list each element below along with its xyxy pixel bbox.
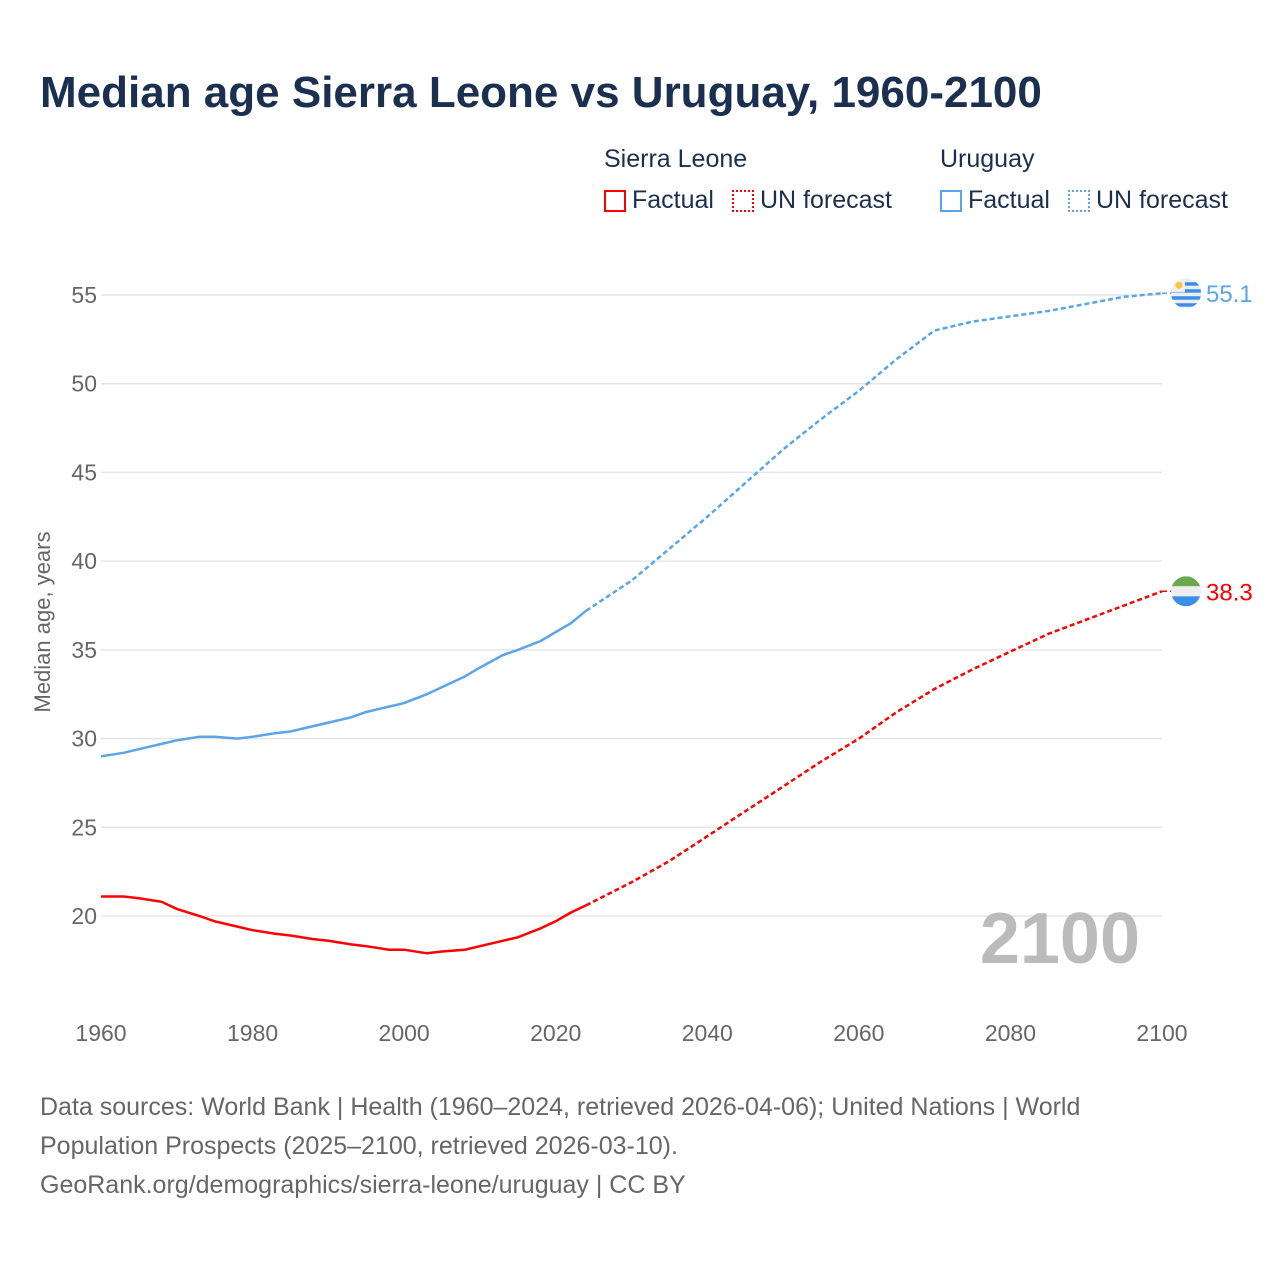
footer: Data sources: World Bank | Health (1960–… — [40, 1088, 1190, 1205]
sierra-leone-forecast-line — [585, 590, 1163, 907]
legend-item-uy-forecast[interactable]: UN forecast — [1067, 186, 1228, 215]
legend-label: UN forecast — [759, 186, 892, 214]
legend-swatch — [940, 189, 962, 212]
chart-title: Median age Sierra Leone vs Uruguay, 1960… — [40, 68, 1042, 117]
legend-item-uy-factual[interactable]: Factual — [940, 186, 1050, 215]
legend-group-uruguay: Uruguay — [940, 145, 1035, 173]
flag-stripe — [1171, 289, 1201, 293]
x-tick-label: 2060 — [833, 1020, 884, 1046]
y-tick-label: 50 — [71, 371, 97, 397]
y-axis-label: Median age, years — [30, 532, 55, 713]
legend-item-sl-factual[interactable]: Factual — [604, 186, 714, 215]
flag-body — [1171, 278, 1201, 309]
flag-body — [1171, 576, 1201, 607]
year-watermark: 2100 — [980, 899, 1140, 979]
y-tick-label: 45 — [71, 459, 97, 485]
y-tick-label: 35 — [71, 637, 97, 663]
sierra-leone-end-value: 38.3 — [1206, 579, 1253, 606]
legend-label: UN forecast — [1095, 186, 1228, 214]
x-tick-label: 2100 — [1136, 1020, 1187, 1046]
chart-plot: 20 25 30 35 40 45 50 55 1960 1980 2000 2020 2040 2060… — [30, 278, 1253, 1046]
legend-uruguay: Factual UN forecast — [940, 186, 1228, 215]
legend-swatch — [604, 189, 626, 212]
x-tick-label: 2000 — [379, 1020, 430, 1046]
x-tick-label: 1960 — [75, 1020, 126, 1046]
uruguay-end-value: 55.1 — [1206, 281, 1253, 308]
legend-label: Factual — [632, 186, 714, 214]
flag-stripe — [1171, 303, 1201, 307]
uruguay-forecast-line — [585, 291, 1163, 612]
y-tick-label: 40 — [71, 548, 97, 574]
flag-stripe — [1171, 576, 1201, 587]
x-tick-label: 1980 — [227, 1020, 278, 1046]
legend-swatch — [1067, 189, 1090, 212]
uruguay-flag-icon — [1171, 278, 1201, 309]
sun-icon — [1175, 281, 1183, 289]
uruguay-factual-line — [100, 609, 587, 758]
x-tick-label: 2020 — [530, 1020, 581, 1046]
sierra-leone-factual-line — [101, 895, 587, 955]
flag-stripe — [1171, 296, 1201, 300]
x-tick-label: 2040 — [682, 1020, 733, 1046]
sierra-leone-flag-icon — [1171, 576, 1201, 607]
legend-sierra-leone: Factual UN forecast — [604, 186, 892, 215]
source-link[interactable]: GeoRank.org/demographics/sierra-leone/ur… — [40, 1171, 686, 1199]
y-tick-label: 30 — [71, 726, 97, 752]
legend-swatch — [731, 189, 754, 212]
flag-stripe — [1171, 596, 1201, 607]
y-tick-label: 25 — [71, 814, 97, 840]
flag-stripe — [1171, 586, 1201, 597]
legend-item-sl-forecast[interactable]: UN forecast — [731, 186, 892, 215]
flag-stripe — [1171, 282, 1201, 286]
x-tick-label: 2080 — [985, 1020, 1036, 1046]
y-tick-label: 20 — [71, 903, 97, 929]
legend-group-sierra-leone: Sierra Leone — [604, 145, 748, 173]
legend-label: Factual — [968, 186, 1050, 214]
data-sources: Data sources: World Bank | Health (1960–… — [40, 1093, 1081, 1160]
y-tick-label: 55 — [71, 282, 97, 308]
